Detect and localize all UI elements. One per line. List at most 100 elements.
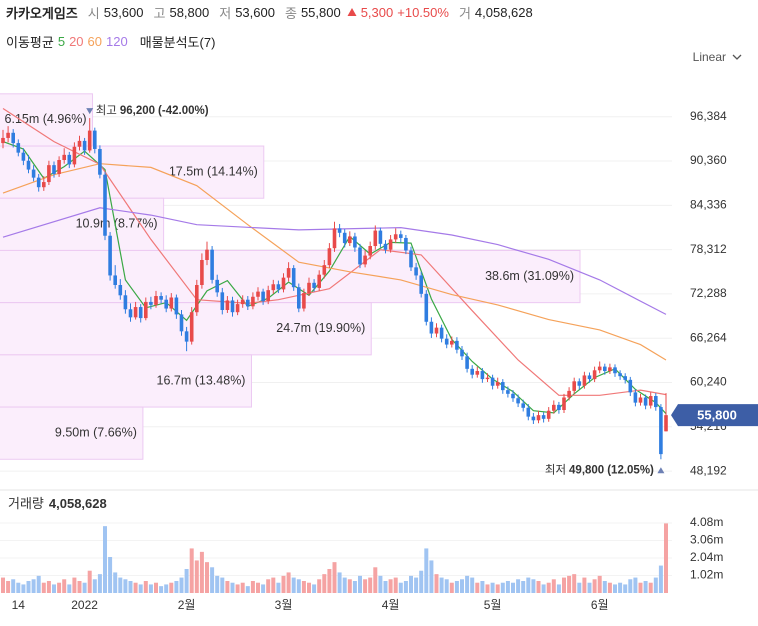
- high-marker: [86, 108, 94, 115]
- volume-bar: [383, 581, 388, 593]
- volume-bar: [103, 526, 107, 593]
- candle-body: [541, 415, 546, 419]
- candle-body: [618, 373, 622, 377]
- volume-bar: [235, 584, 240, 593]
- candle-body: [11, 132, 15, 144]
- volume-bar: [250, 581, 255, 593]
- profile-band: [0, 93, 94, 147]
- legend-entry[interactable]: 120: [106, 33, 128, 49]
- candle-body: [235, 304, 240, 313]
- volume-bar: [419, 570, 424, 593]
- quote-label: 시: [87, 5, 100, 21]
- volume-bar: [276, 582, 281, 593]
- volume-bar: [398, 582, 403, 593]
- ma-line: [2, 163, 667, 361]
- legend-entry[interactable]: 5: [57, 33, 66, 49]
- high-label: 최고 96,200 (-42.00%): [96, 104, 209, 117]
- candle-body: [424, 293, 429, 322]
- candle-body: [62, 154, 66, 160]
- volume-bar: [378, 575, 383, 593]
- volume-bar: [424, 548, 429, 593]
- volume-bar: [52, 584, 56, 593]
- candle-body: [322, 265, 327, 275]
- volume-bar: [444, 579, 449, 593]
- quote-value: 53,600: [103, 4, 144, 20]
- candle-body: [419, 275, 423, 294]
- legend-entry[interactable]: 60: [87, 33, 103, 49]
- candle-body: [567, 390, 571, 398]
- candle-body: [577, 381, 582, 386]
- candle-body: [552, 404, 556, 411]
- candle-body: [118, 285, 123, 296]
- volume-bar: [128, 581, 133, 593]
- legend: 이동평균 5 20 60 120 매물분석도(7): [6, 32, 215, 50]
- price-tag: [671, 404, 758, 427]
- volume-bar: [505, 581, 510, 593]
- candle-body: [409, 250, 413, 268]
- scale-label: Linear: [692, 50, 726, 64]
- ma-line: [2, 207, 667, 315]
- volume-bar: [434, 574, 439, 593]
- candle-body: [429, 321, 434, 334]
- candle-body: [164, 299, 168, 309]
- chevron: [732, 54, 742, 60]
- legend-entry[interactable]: 20: [69, 33, 84, 49]
- y-tick-label: 78,312: [690, 242, 727, 256]
- candle-body: [174, 297, 179, 315]
- y-tick-label: 72,288: [690, 286, 727, 300]
- volume-bar: [460, 579, 464, 593]
- quote-label: 고: [153, 5, 166, 21]
- volume-bar: [82, 582, 87, 593]
- volume-bar: [317, 579, 322, 593]
- candle-body: [93, 130, 97, 149]
- candle-body: [582, 375, 587, 386]
- candle-body: [363, 255, 367, 265]
- volume-bar: [322, 574, 327, 593]
- candle-body: [342, 232, 347, 244]
- quote-value: 55,800: [300, 4, 341, 20]
- ma-line: [2, 107, 667, 396]
- volume-bar: [92, 579, 97, 593]
- candle-body: [281, 277, 286, 290]
- candle-body: [450, 340, 454, 345]
- candle-body: [572, 381, 576, 391]
- candle-body: [664, 415, 668, 432]
- volume-bar: [454, 581, 459, 593]
- profile-label: 9.50m (7.66%): [55, 425, 137, 439]
- volume-bar: [618, 582, 623, 593]
- candle-body: [261, 291, 265, 302]
- volume-bar: [500, 582, 505, 593]
- volume-bar: [245, 586, 250, 593]
- candle-body: [31, 169, 36, 178]
- candle-body: [195, 285, 199, 313]
- candle-body: [613, 367, 617, 374]
- low-label-text: 최저: [545, 463, 566, 476]
- volume-bar: [597, 575, 602, 593]
- profile-band: [0, 302, 372, 356]
- volume-bar: [342, 577, 347, 593]
- candle-body: [628, 379, 633, 393]
- volume-tick-label: 3.06m: [690, 533, 723, 547]
- high-label-text: 최고: [96, 104, 117, 117]
- volume-bar: [556, 584, 561, 593]
- candle-body: [404, 237, 408, 251]
- candle-body: [240, 299, 245, 305]
- quote-value: 4,058,628: [474, 4, 533, 20]
- candle-body: [133, 307, 138, 318]
- x-tick-label: 3월: [275, 598, 293, 612]
- profile-legend[interactable]: 매물분석도(7): [139, 34, 216, 50]
- candle-body: [337, 228, 342, 233]
- candle-body: [108, 235, 112, 276]
- volume-bar: [643, 581, 648, 593]
- volume-bar: [536, 581, 541, 593]
- candle-body: [21, 152, 26, 161]
- candle-body: [332, 228, 337, 249]
- volume-bar: [511, 582, 515, 593]
- quote-label: 거: [458, 5, 471, 21]
- volume-bar: [495, 584, 500, 593]
- volume-bar: [138, 584, 143, 593]
- y-tick-label: 54,216: [690, 419, 727, 433]
- candle-body: [358, 247, 362, 265]
- scale-selector[interactable]: Linear: [693, 50, 742, 64]
- candle-body: [302, 293, 306, 309]
